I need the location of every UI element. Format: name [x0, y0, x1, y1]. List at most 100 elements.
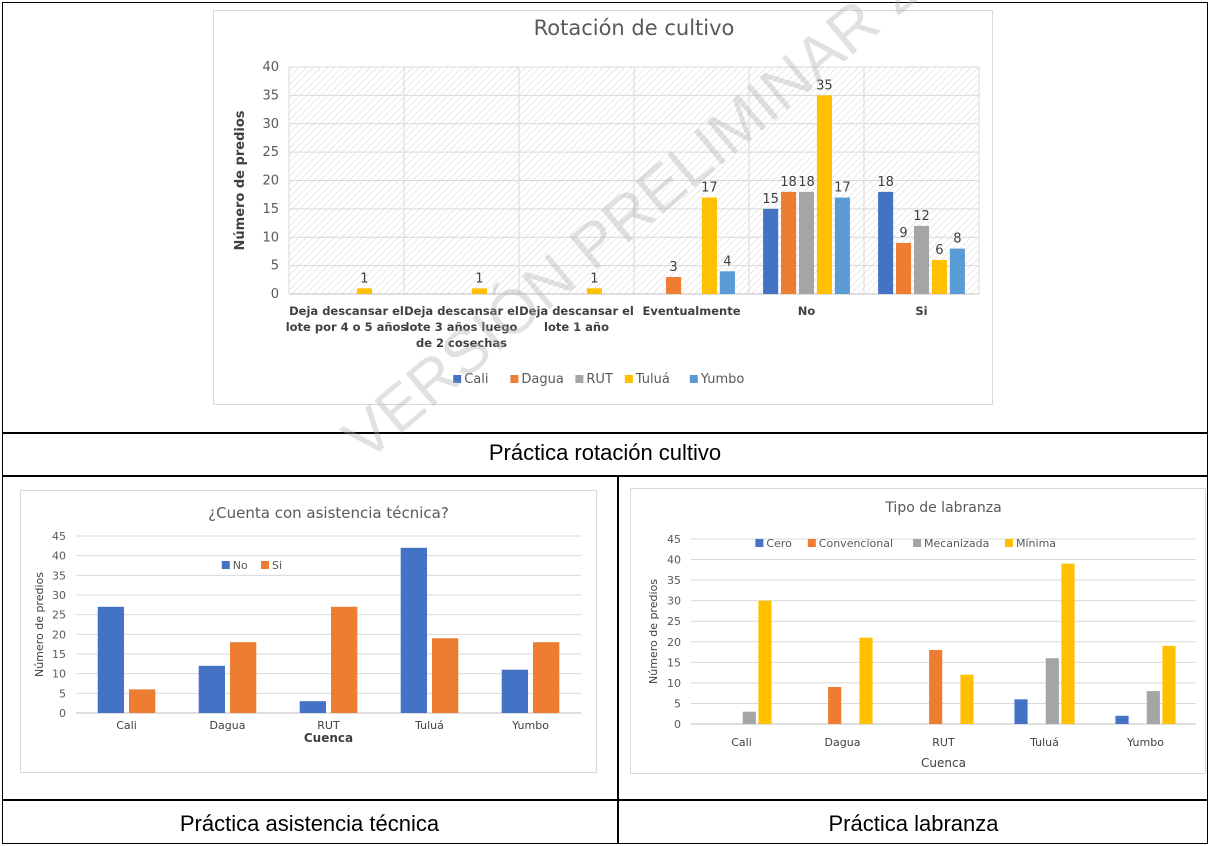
- y-tick-label: 15: [262, 202, 279, 217]
- legend-swatch: [913, 539, 921, 547]
- legend-swatch: [575, 375, 584, 383]
- y-axis-label: Número de predios: [33, 572, 46, 677]
- legend-label: Si: [272, 559, 282, 572]
- data-label: 4: [723, 254, 731, 269]
- x-tick-label: No: [798, 304, 816, 318]
- y-tick-label: 10: [52, 668, 66, 681]
- bar-mínima: [1061, 563, 1075, 724]
- y-tick-label: 35: [667, 574, 681, 587]
- y-tick-label: 5: [59, 687, 66, 700]
- x-tick-label: Eventualmente: [643, 304, 741, 318]
- x-tick-label: lote por 4 o 5 años: [286, 320, 408, 334]
- y-tick-label: 15: [667, 656, 681, 669]
- x-axis-label: Cuenca: [304, 731, 353, 745]
- y-tick-label: 0: [59, 707, 66, 720]
- y-axis-label: Número de predios: [233, 110, 248, 250]
- x-tick-label: Dagua: [210, 719, 246, 732]
- bar-dagua: [896, 242, 912, 294]
- legend-swatch: [624, 375, 633, 383]
- bar-yumbo: [834, 197, 850, 294]
- bar-si: [432, 638, 459, 713]
- legend-swatch: [689, 375, 698, 383]
- bar-tuluá: [471, 288, 487, 294]
- x-tick-label: Si: [915, 304, 927, 318]
- x-tick-label: RUT: [932, 736, 955, 749]
- x-tick-label: RUT: [317, 719, 340, 732]
- y-tick-label: 45: [52, 530, 66, 543]
- y-tick-label: 25: [667, 615, 681, 628]
- y-tick-label: 20: [52, 628, 66, 641]
- legend-swatch: [510, 375, 519, 383]
- y-tick-label: 20: [667, 636, 681, 649]
- bar-si: [129, 689, 156, 713]
- row-divider: [2, 475, 1208, 477]
- bar-tuluá: [816, 95, 832, 294]
- legend-label: Tuluá: [635, 372, 670, 387]
- bar-si: [533, 642, 560, 713]
- bar-no: [501, 669, 528, 713]
- legend-label: Convencional: [819, 537, 893, 550]
- legend-swatch: [1005, 539, 1013, 547]
- bar-yumbo: [719, 271, 735, 294]
- bar-cali: [763, 208, 779, 294]
- legend-label: Mínima: [1016, 537, 1056, 550]
- bar-dagua: [666, 276, 682, 294]
- data-label: 1: [360, 271, 368, 286]
- bar-si: [331, 606, 358, 713]
- y-tick-label: 30: [667, 595, 681, 608]
- y-tick-label: 30: [262, 117, 279, 132]
- x-tick-label: Cali: [731, 736, 752, 749]
- y-tick-label: 35: [262, 88, 279, 103]
- chart-title: Rotación de cultivo: [534, 16, 735, 40]
- y-tick-label: 15: [52, 648, 66, 661]
- data-label: 17: [834, 181, 851, 196]
- caption-rotacion: Práctica rotación cultivo: [488, 440, 722, 465]
- row-divider: [2, 799, 1208, 801]
- legend-label: Cali: [464, 372, 488, 387]
- chart-asistencia: ¿Cuenta con asistencia técnica? 0 5 10 15 20 2…: [33, 504, 581, 745]
- y-tick-label: 10: [262, 230, 279, 245]
- data-label: 15: [762, 192, 779, 207]
- data-label: 18: [798, 175, 815, 190]
- chart-rotacion: Rotación de cultivo 0 5 10 15 20 25 30 35 40 Númer…: [233, 16, 980, 387]
- data-label: 12: [913, 209, 930, 224]
- bar-convencional: [828, 687, 842, 724]
- data-label: 9: [899, 226, 907, 241]
- x-tick-label: Deja descansar el: [519, 304, 634, 318]
- bar-si: [230, 642, 257, 713]
- column-divider: [617, 475, 619, 844]
- x-tick-label: de 2 cosechas: [416, 336, 507, 350]
- legend-label: Cero: [766, 537, 792, 550]
- bar-tuluá: [586, 288, 602, 294]
- y-tick-label: 10: [667, 677, 681, 690]
- bar-yumbo: [949, 248, 965, 294]
- y-tick-label: 20: [262, 174, 279, 189]
- x-tick-label: lote 3 años luego: [406, 320, 518, 334]
- legend-label: Dagua: [521, 372, 563, 387]
- data-label: 6: [935, 243, 943, 258]
- bar-no: [400, 547, 427, 713]
- chart-rotacion-container: Rotación de cultivo 0 5 10 15 20 25 30 35 40 Númer…: [213, 10, 993, 405]
- bar-cero: [1115, 715, 1129, 724]
- x-tick-label: Dagua: [825, 736, 861, 749]
- bar-mínima: [758, 600, 772, 724]
- chart-labranza-container: Tipo de labranza 0 5 10 15 20 25 30 35 40 45 Número…: [630, 488, 1206, 774]
- y-tick-label: 40: [667, 554, 681, 567]
- y-tick-label: 35: [52, 569, 66, 582]
- legend-label: RUT: [586, 372, 613, 387]
- data-label: 3: [669, 260, 677, 275]
- bar-no: [97, 606, 124, 713]
- x-tick-label: Tuluá: [1029, 736, 1059, 749]
- bar-cero: [1014, 699, 1028, 724]
- x-tick-label: Cali: [116, 719, 137, 732]
- y-tick-label: 5: [271, 259, 279, 274]
- bar-convencional: [929, 650, 943, 724]
- legend-swatch: [755, 539, 764, 547]
- data-label: 1: [475, 271, 483, 286]
- data-label: 18: [877, 175, 894, 190]
- bar-mecanizada: [742, 711, 756, 724]
- x-tick-label: Tuluá: [414, 719, 444, 732]
- row-divider: [2, 432, 1208, 434]
- data-label: 18: [780, 175, 797, 190]
